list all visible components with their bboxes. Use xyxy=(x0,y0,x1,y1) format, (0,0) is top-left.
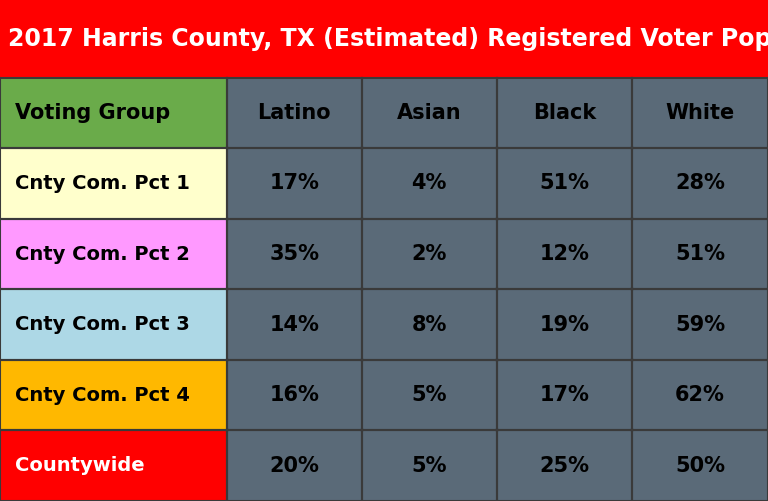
Text: 5%: 5% xyxy=(412,385,447,405)
Bar xyxy=(632,290,768,360)
Text: 50%: 50% xyxy=(675,456,725,476)
Bar xyxy=(497,360,632,430)
Bar xyxy=(0,148,227,219)
Text: 35%: 35% xyxy=(269,244,319,264)
Bar xyxy=(497,290,632,360)
Text: 14%: 14% xyxy=(270,315,319,335)
Text: Asian: Asian xyxy=(397,103,462,123)
Bar xyxy=(227,219,362,290)
Bar xyxy=(632,78,768,148)
Text: 19%: 19% xyxy=(539,315,590,335)
Text: Voting Group: Voting Group xyxy=(15,103,170,123)
Text: 5%: 5% xyxy=(412,456,447,476)
Bar xyxy=(0,360,227,430)
Text: 20%: 20% xyxy=(270,456,319,476)
Bar xyxy=(362,360,497,430)
Bar xyxy=(227,78,362,148)
Bar xyxy=(497,430,632,501)
Bar xyxy=(0,430,227,501)
Text: 59%: 59% xyxy=(675,315,725,335)
Text: 2%: 2% xyxy=(412,244,447,264)
Text: White: White xyxy=(665,103,735,123)
Bar xyxy=(0,219,227,290)
Text: 16%: 16% xyxy=(270,385,319,405)
Bar xyxy=(227,430,362,501)
Text: Latino: Latino xyxy=(257,103,331,123)
Bar xyxy=(362,290,497,360)
Bar xyxy=(227,148,362,219)
Text: 8%: 8% xyxy=(412,315,447,335)
Bar xyxy=(362,148,497,219)
Bar xyxy=(497,219,632,290)
Text: 62%: 62% xyxy=(675,385,725,405)
Bar xyxy=(227,290,362,360)
Bar xyxy=(632,360,768,430)
Text: Cnty Com. Pct 3: Cnty Com. Pct 3 xyxy=(15,315,190,334)
Bar xyxy=(362,430,497,501)
Bar xyxy=(632,148,768,219)
Text: 17%: 17% xyxy=(540,385,589,405)
Text: Cnty Com. Pct 2: Cnty Com. Pct 2 xyxy=(15,244,190,264)
Text: 25%: 25% xyxy=(539,456,590,476)
Bar xyxy=(497,78,632,148)
Text: 12%: 12% xyxy=(540,244,589,264)
Bar xyxy=(362,78,497,148)
Bar xyxy=(632,219,768,290)
Bar xyxy=(0,78,227,148)
Text: 2017 Harris County, TX (Estimated) Registered Voter Population: 2017 Harris County, TX (Estimated) Regis… xyxy=(8,27,768,51)
Bar xyxy=(632,430,768,501)
Text: 28%: 28% xyxy=(675,173,725,193)
Text: Cnty Com. Pct 1: Cnty Com. Pct 1 xyxy=(15,174,190,193)
Text: Countywide: Countywide xyxy=(15,456,145,475)
Text: Black: Black xyxy=(533,103,596,123)
Text: 51%: 51% xyxy=(539,173,590,193)
Text: 17%: 17% xyxy=(270,173,319,193)
Bar xyxy=(227,360,362,430)
Bar xyxy=(362,219,497,290)
Bar xyxy=(497,148,632,219)
Text: 51%: 51% xyxy=(675,244,725,264)
Text: Cnty Com. Pct 4: Cnty Com. Pct 4 xyxy=(15,386,190,405)
Bar xyxy=(0,290,227,360)
Text: 4%: 4% xyxy=(412,173,447,193)
